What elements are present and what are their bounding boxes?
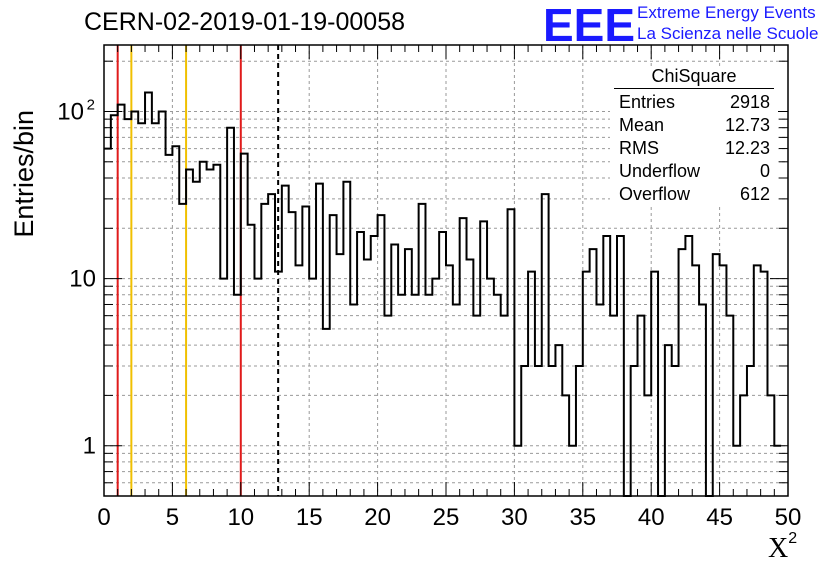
x-tick-label: 30 [501,504,528,531]
logo-tagline-1: Extreme Energy Events [637,3,816,22]
x-axis-label-text: X [768,533,789,564]
stat-label: Entries [619,92,676,112]
stat-value: 0 [759,161,770,181]
x-tick-label: 15 [296,504,323,531]
run-title: CERN-02-2019-01-19-00058 [84,8,406,36]
stat-value: 612 [739,184,770,204]
x-tick-label: 10 [227,504,254,531]
stat-value: 12.73 [724,115,770,135]
x-tick-label: 50 [775,504,802,531]
stat-value: 12.23 [724,138,770,158]
stat-label: Underflow [619,161,701,181]
x-axis-label: X2 [768,529,798,565]
y-axis-label-text: Entries/bin [9,110,39,238]
y-axis-label: Entries/bin [5,110,39,238]
stat-row-mean: Mean 12.73 [610,114,778,137]
stat-label: RMS [619,138,659,158]
stat-label: Overflow [619,184,691,204]
stat-row-overflow: Overflow 612 [610,183,778,206]
x-tick-label: 45 [706,504,733,531]
stat-row-entries: Entries 2918 [610,91,778,114]
x-tick-label: 5 [166,504,179,531]
y-tick-label: 10 [69,266,96,293]
stat-value: 2918 [729,92,770,112]
axis-ticks [103,45,789,496]
y-tick-label: 10 [57,98,84,125]
stat-label: Mean [619,115,665,135]
x-tick-label: 0 [97,504,110,531]
y-tick-label-exponent: 2 [87,96,95,113]
logo-tagline-2: La Scienza nelle Scuole [637,24,819,43]
eee-logo-mark: EEE [543,0,636,51]
x-tick-label: 25 [433,504,460,531]
stats-box: ChiSquare Entries 2918 Mean 12.73 RMS 12… [610,66,778,206]
x-axis-label-superscript: 2 [788,529,798,547]
x-tick-label: 20 [364,504,391,531]
x-tick-label: 35 [569,504,596,531]
x-tick-labels: 0 5 10 15 20 25 30 35 40 45 50 [97,504,801,531]
histogram-series [104,91,782,497]
stat-row-rms: RMS 12.23 [610,137,778,160]
stat-row-underflow: Underflow 0 [610,160,778,183]
marker-lines [116,45,280,496]
x-tick-label: 40 [638,504,665,531]
y-tick-label: 1 [83,433,96,460]
stats-title: ChiSquare [614,66,774,89]
